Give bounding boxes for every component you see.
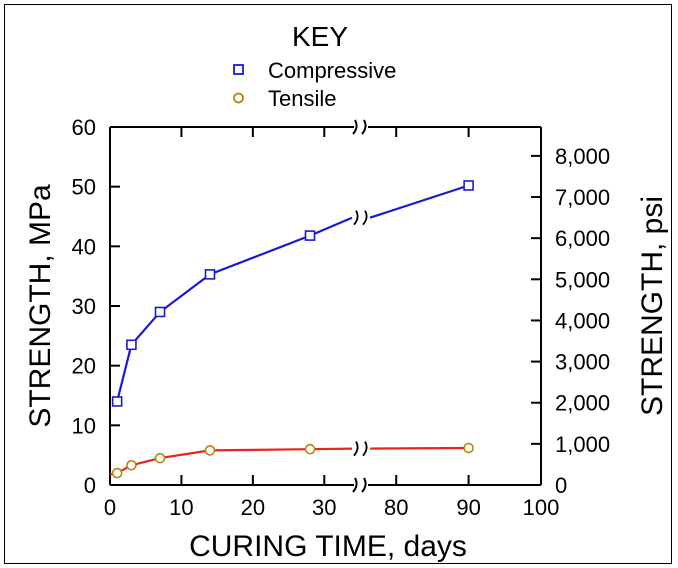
data-point-square [463,180,474,191]
y-axis-label-left: STRENGTH, MPa [24,184,57,428]
x-tick-label: 90 [456,495,480,520]
series-line-left [116,216,353,402]
series-compressive [111,180,474,407]
x-tick-label: 100 [523,495,560,520]
y-tick-label-left: 60 [72,115,96,140]
x-tick-label: 30 [312,495,336,520]
legend-title: KEY [292,21,348,52]
data-point-square [126,339,137,351]
y-tick-label-right: 1,000 [555,432,610,457]
y-tick-label-right: 3,000 [555,350,610,375]
data-point-square [154,306,166,318]
axes: 0 10 20 30 80 90 100010203040506001,0002,0003,… [72,115,611,520]
legend-marker-circle [233,92,244,104]
x-tick-label: 0 [104,495,116,520]
y-tick-label-right: 7,000 [555,185,610,210]
y-tick-label-left: 20 [72,354,96,379]
data-point-square [204,269,216,280]
y-tick-label-left: 50 [72,175,96,200]
data-point-circle [304,443,316,455]
data-point-circle [126,460,137,471]
y-tick-label-right: 5,000 [555,267,610,292]
series-break-mark-a [353,210,359,226]
y-tick-label-right: 0 [555,473,567,498]
data-point-square [304,230,316,241]
data-point-circle [463,442,474,454]
series-line-left [109,447,353,476]
axis-break-top-b [361,119,367,135]
series-break-mark-a [353,441,359,457]
axis-break-bottom-a [352,477,358,493]
legend-marker-square [233,64,244,75]
data-point-circle [204,445,216,456]
y-tick-label-left: 30 [72,294,96,319]
data-point-circle [154,452,166,464]
y-tick-label-right: 6,000 [555,226,610,251]
y-axis-label-right: STRENGTH, psi [636,196,669,416]
y-tick-label-left: 0 [84,473,96,498]
x-tick-label: 80 [384,495,408,520]
series-break-mark-b [362,441,368,457]
y-tick-label-left: 40 [72,234,96,259]
legend-label: Tensile [268,86,336,111]
series-break-mark-b [362,210,368,226]
series-line-right [369,184,469,219]
x-tick-label: 10 [169,495,193,520]
data-point-circle [111,467,123,479]
series-line-right [369,446,469,450]
y-tick-label-right: 8,000 [555,144,610,169]
legend-entry-tensile: Tensile [233,86,336,111]
x-tick-label: 20 [241,495,265,520]
legend-entry-compressive: Compressive [233,58,396,83]
series-layer [109,180,474,479]
x-axis-label: CURING TIME, days [189,530,467,563]
legend: Compressive Tensile [233,58,396,111]
series-tensile [109,441,474,479]
axis-break-bottom-b [361,477,367,493]
y-tick-label-left: 10 [72,413,96,438]
y-tick-label-right: 4,000 [555,308,610,333]
y-tick-label-right: 2,000 [555,391,610,416]
legend-label: Compressive [268,58,396,83]
data-point-square [111,396,123,407]
axis-break-top-a [352,119,358,135]
